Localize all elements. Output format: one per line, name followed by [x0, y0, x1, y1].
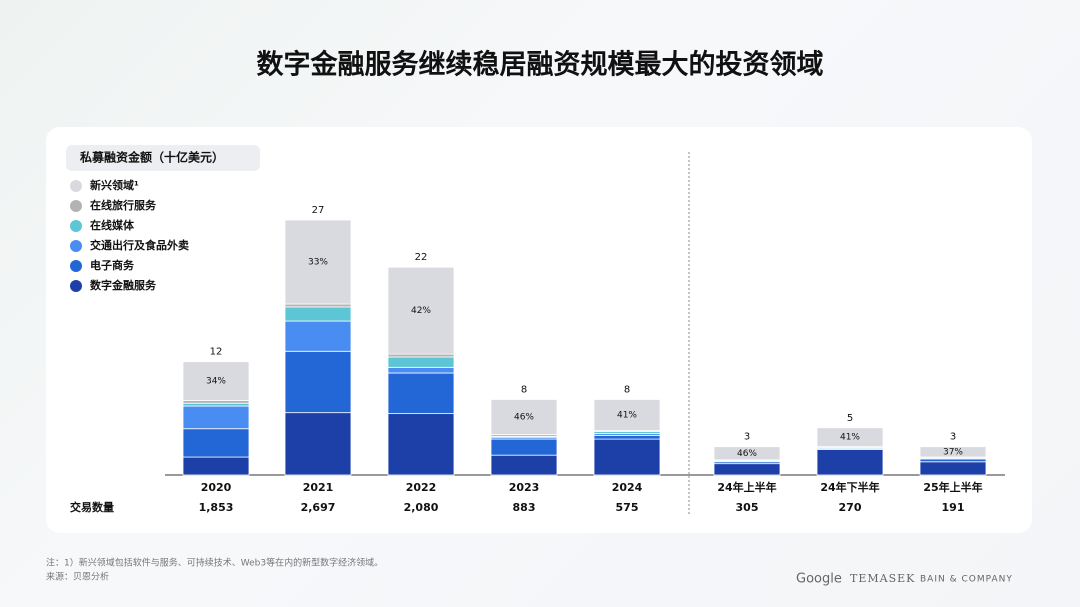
- legend-swatch: [70, 240, 82, 252]
- bar-segment: [919, 461, 987, 476]
- x-tick-label: 2020: [201, 481, 232, 494]
- total-label: 12: [210, 347, 223, 358]
- bar-segment: [387, 413, 455, 476]
- bar-segment: [713, 446, 781, 461]
- title: 数字金融服务继续稳居融资规模最大的投资领域: [257, 49, 824, 81]
- bar-segment: [816, 449, 884, 476]
- legend-swatch: [70, 220, 82, 232]
- deal-count: 1,853: [199, 501, 234, 514]
- share-label: 33%: [308, 258, 328, 268]
- share-label: 34%: [206, 377, 226, 387]
- legend-label: 在线媒体: [90, 218, 135, 232]
- share-label: 41%: [617, 411, 637, 421]
- total-label: 22: [415, 252, 428, 263]
- total-label: 5: [847, 413, 853, 424]
- share-label: 41%: [840, 433, 860, 443]
- bar-segment: [919, 458, 987, 463]
- logo: TEMASEK: [850, 572, 915, 585]
- bar-segment: [713, 463, 781, 476]
- deal-count: 191: [942, 501, 965, 514]
- legend-label: 新兴领域¹: [90, 178, 139, 192]
- bar-segment: [593, 399, 661, 432]
- deal-count: 2,697: [301, 501, 336, 514]
- x-tick-label: 2022: [406, 481, 437, 494]
- legend-label: 在线旅行服务: [90, 198, 157, 212]
- bar-segment: [387, 366, 455, 374]
- legend-label: 电子商务: [90, 258, 135, 272]
- bar-segment: [284, 350, 352, 414]
- share-label: 37%: [943, 447, 963, 457]
- x-tick-label: 24年上半年: [717, 480, 776, 494]
- deal-count: 883: [513, 501, 536, 514]
- source: 来源：贝恩分析: [46, 571, 109, 583]
- bar-segment: [387, 372, 455, 415]
- deal-count: 575: [616, 501, 639, 514]
- deal-count-label: 交易数量: [70, 500, 114, 514]
- total-label: 8: [521, 384, 527, 395]
- bar-segment: [182, 456, 250, 476]
- legend-label: 数字金融服务: [90, 278, 157, 292]
- bar-segment: [490, 399, 558, 435]
- bar-segment: [284, 306, 352, 322]
- bar-segment: [284, 320, 352, 352]
- bar-segment: [387, 353, 455, 358]
- bar-segment: [284, 303, 352, 308]
- legend-label: 交通出行及食品外卖: [90, 238, 189, 252]
- bar-segment: [490, 438, 558, 456]
- bar-segment: [284, 219, 352, 305]
- total-label: 8: [624, 384, 630, 395]
- bar-segment: [593, 438, 661, 476]
- legend-swatch: [70, 260, 82, 272]
- bar-segment: [182, 428, 250, 458]
- legend-swatch: [70, 180, 82, 192]
- bar-segment: [919, 446, 987, 458]
- share-label: 46%: [514, 412, 534, 422]
- deal-count: 305: [736, 501, 759, 514]
- y-label: 私募融资金额（十亿美元）: [79, 150, 224, 165]
- y-label-box: [66, 145, 260, 171]
- total-label: 3: [744, 432, 750, 443]
- x-tick-label: 2024: [612, 481, 643, 494]
- logo: BAIN & COMPANY: [920, 575, 1013, 585]
- bar-segment: [490, 454, 558, 476]
- x-tick-label: 24年下半年: [820, 480, 879, 494]
- bar-segment: [182, 402, 250, 407]
- x-tick-label: 25年上半年: [923, 480, 982, 494]
- bar-segment: [182, 361, 250, 401]
- legend-swatch: [70, 280, 82, 292]
- x-tick-label: 2023: [509, 481, 540, 494]
- total-label: 3: [950, 432, 956, 443]
- deal-count: 2,080: [404, 501, 439, 514]
- footnote: 注：1）新兴领域包括软件与服务、可持续技术、Web3等在内的新型数字经济领域。: [46, 557, 383, 569]
- logo: Google: [796, 572, 842, 587]
- bar-segment: [387, 356, 455, 368]
- legend-swatch: [70, 200, 82, 212]
- bar-segment: [387, 266, 455, 355]
- bar-segment: [182, 399, 250, 404]
- x-tick-label: 2021: [303, 481, 334, 494]
- deal-count: 270: [839, 501, 862, 514]
- bar-segment: [593, 434, 661, 440]
- bar-segment: [284, 412, 352, 476]
- total-label: 27: [312, 205, 325, 216]
- bar-segment: [816, 427, 884, 448]
- bar-segment: [182, 405, 250, 430]
- share-label: 46%: [737, 449, 757, 459]
- share-label: 42%: [411, 306, 431, 316]
